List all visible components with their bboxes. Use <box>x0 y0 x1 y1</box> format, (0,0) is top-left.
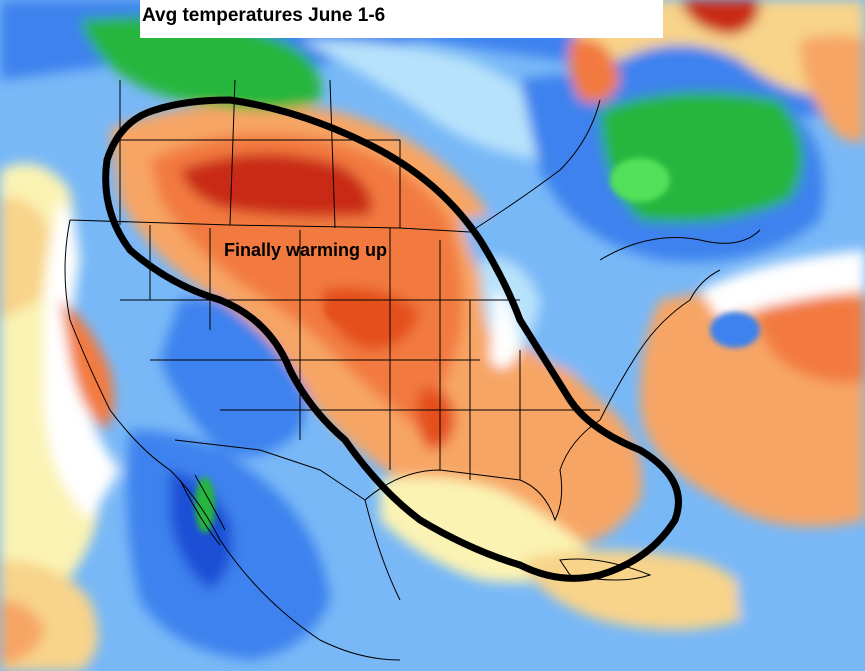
pacific-white-gap <box>44 200 120 520</box>
quebec-green <box>600 92 803 223</box>
annotation-label: Finally warming up <box>224 240 388 260</box>
labrador-warm <box>568 38 620 103</box>
atlantic-warm-core <box>757 295 865 383</box>
greenland-red <box>680 0 760 35</box>
gulf-coast-line <box>364 419 601 522</box>
yukon-green <box>80 16 322 111</box>
east-coast-line <box>599 269 721 421</box>
ohio-white <box>490 290 520 368</box>
pacific-warm-core <box>0 198 50 320</box>
baja-coast <box>179 474 226 546</box>
east-warm-edge <box>800 35 865 142</box>
highlight-outline <box>102 96 682 582</box>
caribbean-yellow <box>520 550 745 630</box>
map-title: Avg temperatures June 1-6 <box>140 0 663 38</box>
atlantic-south-cool <box>737 546 865 671</box>
east-blue-spot <box>710 312 760 348</box>
quebec-coast <box>469 99 761 261</box>
california-warm <box>60 300 114 430</box>
us-canada-border <box>69 219 471 233</box>
great-lakes-cool <box>460 215 620 372</box>
detail-field <box>195 158 760 533</box>
canada-lines <box>119 79 401 229</box>
mexico-coast-line <box>219 499 401 661</box>
west-coast-line <box>64 219 221 541</box>
atlantic-pale <box>700 250 865 320</box>
prairie-hot-core <box>180 153 372 217</box>
us-mexico-border <box>174 439 366 501</box>
plains-warm-spot <box>325 296 375 324</box>
arctic-pale-band <box>300 40 560 160</box>
quebec-bright-green <box>610 158 670 202</box>
south-pacific-orange <box>0 600 45 665</box>
south-warm-spot <box>416 388 455 450</box>
baja-green <box>195 477 215 533</box>
borders <box>64 79 761 661</box>
